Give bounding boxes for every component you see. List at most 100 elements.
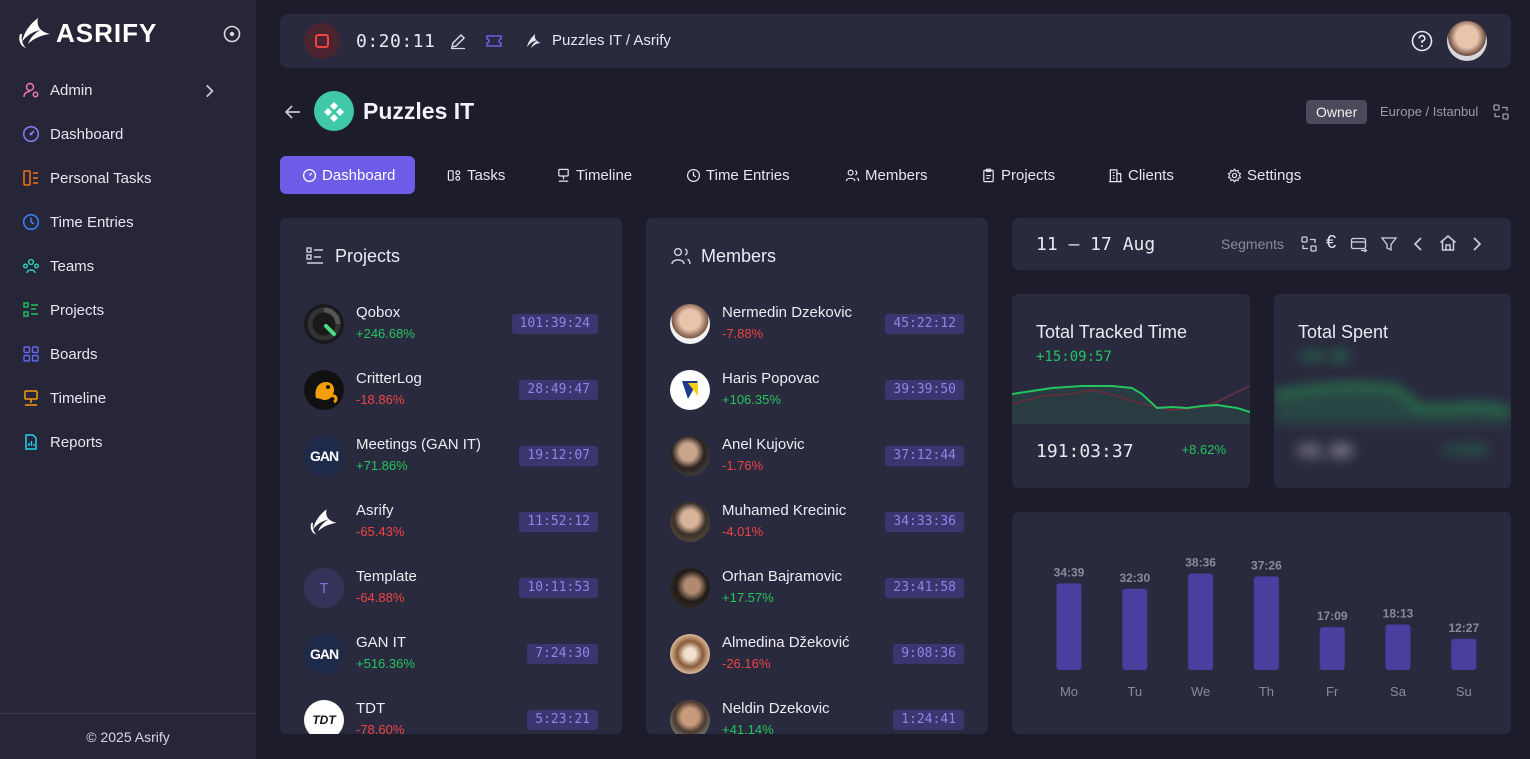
tracked-time-title: Total Tracked Time — [1036, 322, 1188, 342]
project-row[interactable]: T Template -64.88% 10:11:53 — [304, 558, 598, 624]
x-tick-label: Sa — [1390, 684, 1407, 699]
edit-icon[interactable] — [448, 31, 468, 51]
bar-value-label: 17:09 — [1317, 609, 1348, 623]
tab-label: Clients — [1128, 166, 1174, 184]
member-row[interactable]: Haris Popovac +106.35% 39:39:50 — [670, 360, 964, 426]
tab-dashboard[interactable]: Dashboard — [280, 156, 416, 194]
sidebar-item-label: Admin — [50, 81, 93, 99]
bar-mo[interactable] — [1056, 583, 1082, 670]
segments-toggle-icon[interactable] — [1300, 235, 1318, 253]
project-name: Asrify — [356, 502, 394, 519]
member-row[interactable]: Almedina Džeković -26.16% 9:08:36 — [670, 624, 964, 690]
project-name: TDT — [356, 700, 386, 717]
member-row[interactable]: Muhamed Krecinic -4.01% 34:33:36 — [670, 492, 964, 558]
gan-logo: GAN — [304, 634, 344, 674]
member-avatar — [670, 568, 710, 608]
sidebar-item-reports[interactable]: Reports — [0, 420, 256, 464]
member-avatar — [670, 634, 710, 674]
tab-time-entries[interactable]: Time Entries — [686, 156, 790, 194]
project-row[interactable]: TDT TDT -78.60% 5:23:21 — [304, 690, 598, 734]
project-change: -78.60% — [356, 722, 405, 734]
tdt-logo: TDT — [304, 700, 344, 734]
clock-icon — [686, 168, 701, 182]
member-time: 1:24:41 — [893, 710, 964, 730]
sidebar-toggle-icon[interactable] — [222, 24, 242, 44]
member-change: +41.14% — [722, 722, 774, 734]
back-arrow-icon[interactable] — [283, 102, 303, 122]
total-spent-percent: +0.00% — [1442, 442, 1487, 457]
member-name: Muhamed Krecinic — [722, 502, 847, 519]
date-range[interactable]: 11 – 17 Aug — [1036, 234, 1156, 255]
asrify-logo[interactable]: ASRIFY — [16, 16, 157, 50]
bar-sa[interactable] — [1385, 624, 1411, 670]
sidebar-item-label: Reports — [50, 433, 103, 451]
tracked-time-card: Total Tracked Time +15:09:57 191:03:37 +… — [1012, 294, 1250, 488]
tracked-time-percent: +8.62% — [1181, 442, 1226, 457]
project-row[interactable]: Asrify -65.43% 11:52:12 — [304, 492, 598, 558]
tasks-icon — [447, 169, 461, 181]
sidebar-item-timeline[interactable]: Timeline — [0, 376, 256, 420]
sidebar-item-admin[interactable]: Admin — [0, 68, 256, 112]
tracked-time-sparkline — [1012, 385, 1250, 424]
tab-tasks[interactable]: Tasks — [447, 156, 505, 194]
user-avatar[interactable] — [1447, 21, 1487, 61]
member-time: 9:08:36 — [893, 644, 964, 664]
tab-timeline[interactable]: Timeline — [556, 156, 632, 194]
member-avatar — [670, 700, 710, 734]
billing-icon[interactable] — [1350, 235, 1368, 253]
sidebar-item-teams[interactable]: Teams — [0, 244, 256, 288]
project-name: Meetings (GAN IT) — [356, 436, 482, 453]
tracked-time-delta: +15:09:57 — [1036, 349, 1112, 365]
currency-euro-icon[interactable]: € — [1326, 232, 1337, 252]
sidebar-item-personal-tasks[interactable]: Personal Tasks — [0, 156, 256, 200]
sidebar-nav: Admin Dashboard Personal Tasks Time Entr… — [0, 68, 256, 464]
timeline-icon — [558, 168, 569, 182]
ticket-icon[interactable] — [484, 31, 504, 51]
tab-projects[interactable]: Projects — [981, 156, 1055, 194]
chevron-right-icon[interactable] — [1467, 235, 1485, 253]
member-row[interactable]: Nermedin Dzekovic -7.88% 45:22:12 — [670, 294, 964, 360]
project-row[interactable]: GAN Meetings (GAN IT) +71.86% 19:12:07 — [304, 426, 598, 492]
bar-we[interactable] — [1188, 573, 1214, 671]
projects-card: Projects Qobox +246.68% 101:39:24 Critte… — [280, 218, 622, 734]
tab-clients[interactable]: Clients — [1108, 156, 1174, 194]
tab-members[interactable]: Members — [845, 156, 928, 194]
sidebar-item-projects[interactable]: Projects — [0, 288, 256, 332]
sidebar-item-time-entries[interactable]: Time Entries — [0, 200, 256, 244]
project-row[interactable]: Qobox +246.68% 101:39:24 — [304, 294, 598, 360]
sidebar: ASRIFY Admin Dashboard Personal Tasks Ti… — [0, 0, 256, 759]
filter-icon[interactable] — [1380, 235, 1398, 253]
x-tick-label: Mo — [1060, 684, 1078, 699]
personal-tasks-icon — [23, 170, 38, 186]
timer-project-breadcrumb[interactable]: Puzzles IT / Asrify — [552, 32, 671, 49]
project-row[interactable]: GAN GAN IT +516.36% 7:24:30 — [304, 624, 598, 690]
project-name: Qobox — [356, 304, 401, 321]
stop-timer-button[interactable] — [304, 23, 340, 59]
bar-su[interactable] — [1451, 638, 1477, 670]
bar-tu[interactable] — [1122, 588, 1148, 670]
tab-label: Dashboard — [322, 166, 396, 184]
gear-icon — [1227, 167, 1242, 183]
member-row[interactable]: Neldin Dzekovic +41.14% 1:24:41 — [670, 690, 964, 734]
member-name: Anel Kujovic — [722, 436, 805, 453]
timer-display: 0:20:11 — [356, 31, 436, 52]
tab-label: Settings — [1247, 166, 1302, 184]
member-row[interactable]: Orhan Bajramovic +17.57% 23:41:58 — [670, 558, 964, 624]
chevron-left-icon[interactable] — [1410, 235, 1428, 253]
switch-icon[interactable] — [1492, 103, 1510, 121]
bar-fr[interactable] — [1319, 627, 1345, 670]
sidebar-item-label: Timeline — [50, 389, 107, 407]
bar-th[interactable] — [1253, 576, 1279, 670]
date-range-bar: 11 – 17 Aug Segments € — [1012, 218, 1511, 270]
sidebar-item-dashboard[interactable]: Dashboard — [0, 112, 256, 156]
member-time: 39:39:50 — [885, 380, 964, 400]
tracked-time-total: 191:03:37 — [1036, 441, 1134, 462]
bar-value-label: 12:27 — [1448, 621, 1479, 635]
member-change: +17.57% — [722, 590, 774, 605]
member-row[interactable]: Anel Kujovic -1.76% 37:12:44 — [670, 426, 964, 492]
help-icon[interactable] — [1411, 30, 1433, 52]
home-icon[interactable] — [1438, 233, 1458, 253]
project-row[interactable]: CritterLog -18.86% 28:49:47 — [304, 360, 598, 426]
tab-settings[interactable]: Settings — [1227, 156, 1301, 194]
sidebar-item-boards[interactable]: Boards — [0, 332, 256, 376]
